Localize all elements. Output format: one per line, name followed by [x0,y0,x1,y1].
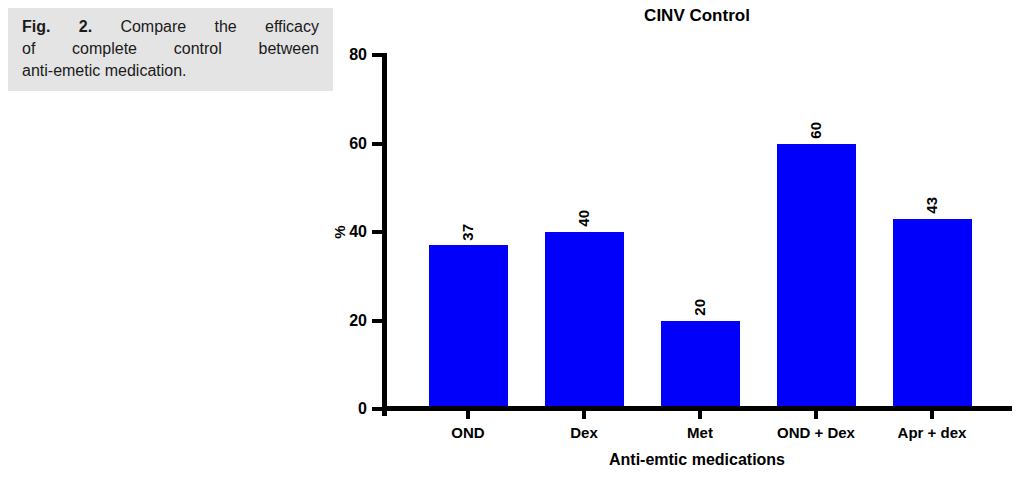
bar [893,219,972,406]
x-axis-tick [698,411,702,419]
x-axis-tick [930,411,934,419]
y-axis-tick [372,230,382,234]
y-axis-tick [372,407,382,411]
x-axis-line [382,406,1012,411]
chart-title: CINV Control [382,6,1012,26]
bar-value: 40 [575,181,593,227]
caption-line-3: anti-emetic medication. [22,60,319,82]
y-tick-label: 40 [327,221,367,243]
bar-value-label: 60 [807,122,825,139]
bar [429,245,508,406]
figure-caption: Fig. 2. Compare the efficacy of complete… [8,8,333,91]
bar-value: 60 [807,93,825,139]
bar-value-label: 20 [691,299,709,316]
x-axis-tick [814,411,818,419]
caption-line-2: of complete control between [22,38,319,60]
y-tick-label: 80 [327,44,367,66]
x-axis-tick [582,411,586,419]
bar-value: 20 [691,270,709,316]
x-axis-tick [466,411,470,419]
figure-page: Fig. 2. Compare the efficacy of complete… [0,0,1029,477]
bar-value-label: 37 [459,224,477,241]
bar [545,232,624,406]
y-axis-line [382,53,387,416]
y-tick-label: 60 [327,133,367,155]
x-axis-title: Anti-emtic medications [382,451,1012,469]
y-axis-tick [372,53,382,57]
y-axis-tick [372,319,382,323]
caption-line-1: Fig. 2. Compare the efficacy [22,16,319,38]
y-tick-label: 20 [327,310,367,332]
bar-value-label: 40 [575,210,593,227]
figure-number-label: Fig. 2. [22,18,92,35]
bar-value: 37 [459,194,477,240]
bar-value: 43 [923,168,941,214]
bar [777,144,856,407]
bar-value-label: 43 [923,197,941,214]
y-axis-tick [372,142,382,146]
bar [661,321,740,407]
x-tick-label: Apr + dex [862,424,1002,441]
caption-text-part: Compare the efficacy [120,18,319,35]
y-tick-label: 0 [327,398,367,420]
